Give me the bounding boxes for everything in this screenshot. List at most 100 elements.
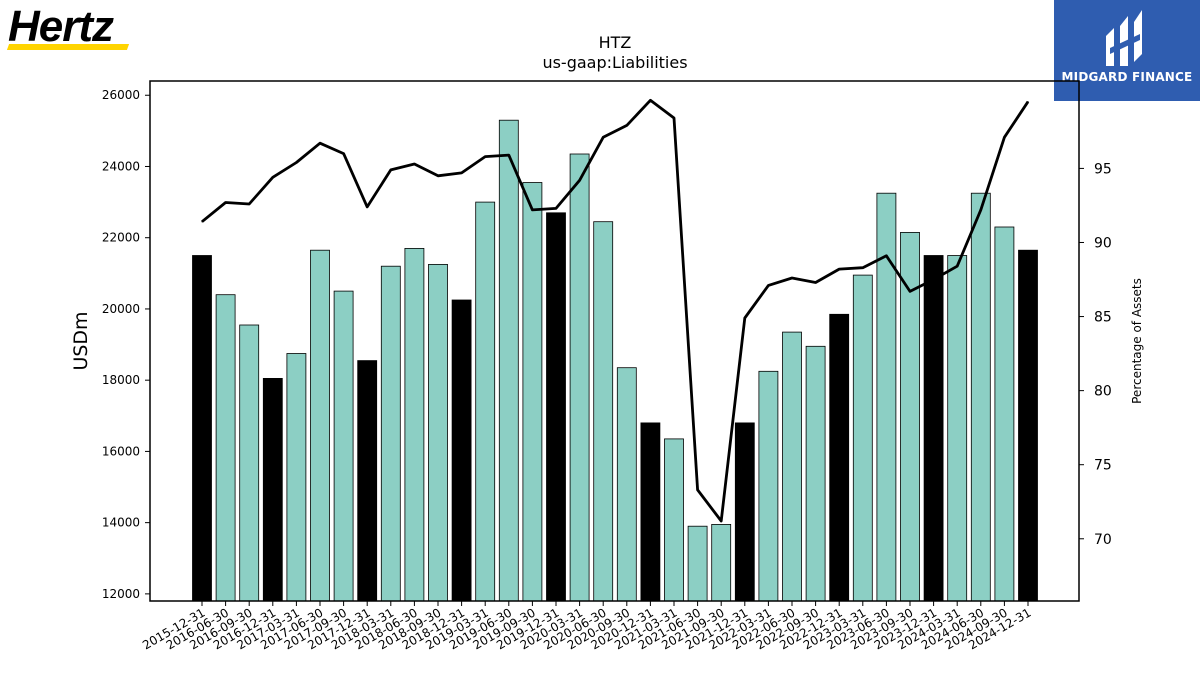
bar-2023-03-31 — [852, 274, 873, 602]
line-point-2024-03-31 — [956, 265, 958, 267]
bar-2020-09-30 — [616, 367, 637, 602]
bar-2018-06-30 — [404, 247, 425, 602]
y-tick-label: 22000 — [102, 231, 140, 245]
chart-title: HTZ — [599, 33, 632, 52]
line-point-2023-06-30 — [885, 255, 888, 257]
bar-2023-12-31 — [923, 255, 944, 602]
y2-axis-label: Percentage of Assets — [1130, 278, 1144, 404]
line-point-2020-03-31 — [579, 179, 581, 181]
bar-2016-12-31 — [262, 377, 283, 602]
line-point-2021-09-30 — [720, 520, 722, 522]
left-axis: 12000 14000 16000 18000 20000 22000 24000 26000 — [102, 88, 150, 601]
line-point-2021-03-31 — [673, 117, 675, 119]
bar-2021-12-31 — [734, 422, 755, 602]
bar-2024-06-30 — [970, 192, 991, 602]
bar-2024-03-31 — [947, 255, 968, 602]
y2-tick-label: 90 — [1094, 235, 1112, 251]
bar-series — [192, 119, 1038, 602]
bar-2019-03-31 — [475, 201, 496, 602]
chart-subtitle: us-gaap:Liabilities — [542, 53, 687, 72]
plot-frame — [149, 80, 1080, 602]
line-point-2022-12-31 — [838, 268, 840, 270]
line-point-2017-03-31 — [295, 161, 297, 164]
midgard-logo-text: MIDGARD FINANCE — [1061, 70, 1193, 84]
x-axis: 2015-12-312016-06-302016-09-302016-12-31… — [140, 601, 1034, 652]
bar-2017-12-31 — [357, 360, 378, 602]
y-tick-label: 18000 — [102, 373, 140, 387]
y-axis-label: USDm — [70, 311, 92, 370]
y2-tick-label: 80 — [1094, 384, 1112, 400]
line-point-2020-06-30 — [602, 136, 604, 138]
y-tick-label: 16000 — [102, 444, 140, 458]
line-point-2016-06-30 — [225, 201, 227, 204]
line-point-2016-09-30 — [248, 203, 250, 205]
bar-2022-09-30 — [805, 345, 826, 602]
line-point-2018-03-31 — [390, 169, 392, 171]
bar-2015-12-31 — [192, 255, 212, 602]
bar-2018-12-31 — [451, 299, 472, 602]
line-point-2018-12-31 — [461, 172, 463, 174]
line-point-2015-12-31 — [201, 221, 203, 223]
y2-tick-label: 70 — [1094, 532, 1112, 548]
bar-2017-09-30 — [333, 290, 354, 602]
line-point-2022-03-31 — [767, 284, 770, 286]
bar-2019-09-30 — [522, 182, 543, 602]
line-series — [201, 98, 1030, 523]
hertz-logo: Hertz — [6, 2, 138, 54]
pct-of-assets-line — [201, 98, 1030, 523]
y-tick-label: 12000 — [102, 587, 140, 601]
line-point-2019-12-31 — [555, 207, 557, 209]
line-point-2019-06-30 — [508, 154, 510, 156]
line-point-2022-09-30 — [815, 281, 817, 284]
bar-2020-06-30 — [593, 221, 614, 602]
line-point-2017-12-31 — [366, 206, 368, 208]
line-point-2018-06-30 — [413, 163, 415, 165]
line-point-2023-03-31 — [862, 267, 864, 269]
hertz-logo-text: Hertz — [8, 2, 114, 51]
y-tick-label: 26000 — [102, 88, 140, 102]
line-point-2023-12-31 — [933, 278, 935, 281]
line-point-2019-09-30 — [531, 209, 534, 211]
bar-2019-06-30 — [498, 119, 519, 602]
bar-2022-03-31 — [758, 370, 779, 602]
right-axis: 70 75 80 85 90 95 — [1079, 161, 1112, 548]
bar-2024-09-30 — [994, 226, 1015, 602]
line-point-2024-12-31 — [1027, 101, 1029, 103]
bar-2022-06-30 — [782, 331, 802, 602]
bar-2020-12-31 — [640, 422, 661, 602]
bar-2017-06-30 — [310, 249, 330, 602]
line-point-2017-09-30 — [343, 153, 345, 155]
line-point-2022-06-30 — [791, 277, 793, 279]
line-point-2024-09-30 — [1003, 136, 1006, 138]
line-point-2021-12-31 — [744, 317, 746, 319]
bar-2019-12-31 — [546, 212, 566, 602]
y-tick-label: 24000 — [102, 159, 140, 173]
line-point-2021-06-30 — [697, 489, 699, 491]
bar-2021-03-31 — [664, 438, 684, 602]
line-point-2016-12-31 — [272, 176, 274, 178]
bar-2020-03-31 — [569, 153, 590, 602]
line-point-2020-09-30 — [626, 124, 628, 126]
y2-tick-label: 85 — [1094, 310, 1112, 326]
y-tick-label: 14000 — [102, 516, 140, 530]
y-tick-label: 20000 — [102, 302, 140, 316]
midgard-emblem-icon — [1106, 10, 1142, 66]
bar-2018-09-30 — [428, 263, 448, 602]
y2-tick-label: 75 — [1094, 458, 1112, 474]
bar-2021-06-30 — [687, 525, 708, 602]
bar-2016-06-30 — [215, 294, 236, 602]
line-point-2019-03-31 — [484, 156, 486, 158]
bar-2017-03-31 — [286, 353, 307, 602]
bar-2021-09-30 — [711, 524, 732, 602]
line-point-2023-09-30 — [909, 290, 911, 292]
bar-2018-03-31 — [380, 265, 401, 602]
bar-2024-12-31 — [1018, 249, 1038, 602]
bar-2016-09-30 — [239, 324, 260, 602]
line-point-2017-06-30 — [319, 142, 321, 144]
line-point-2018-09-30 — [437, 175, 439, 177]
bar-2023-06-30 — [876, 192, 897, 602]
y2-tick-label: 95 — [1094, 161, 1112, 177]
midgard-finance-logo: MIDGARD FINANCE — [1054, 0, 1200, 101]
line-point-2024-06-30 — [980, 209, 982, 211]
